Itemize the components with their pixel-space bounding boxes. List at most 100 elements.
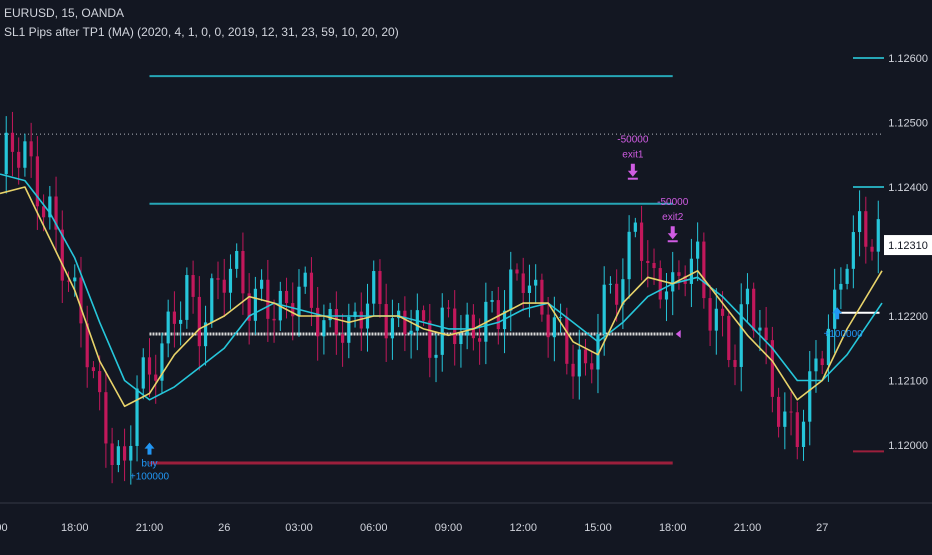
- exit-tick-icon: [675, 330, 681, 339]
- candle-body: [390, 318, 395, 339]
- buy-qty: +100000: [130, 472, 170, 483]
- candle-body: [558, 316, 563, 318]
- candle-body: [166, 311, 170, 344]
- candle-body: [203, 322, 208, 347]
- x-tick-label: 09:00: [435, 522, 463, 534]
- candle-body: [378, 271, 382, 305]
- candle-body: [172, 311, 177, 324]
- candle-body: [777, 396, 781, 427]
- ma-slow-line: [0, 173, 883, 401]
- candle-body: [608, 283, 613, 285]
- indicator-legend[interactable]: SL1 Pips after TP1 (MA) (2020, 4, 1, 0, …: [4, 25, 399, 39]
- candle-body: [739, 304, 743, 367]
- x-tick-label: 18:00: [659, 522, 687, 534]
- exit-arrow-icon: [667, 226, 678, 240]
- candle-body: [303, 272, 307, 287]
- candle-body: [73, 277, 77, 282]
- exit-qty: -50000: [657, 197, 689, 208]
- candle-body: [596, 334, 600, 370]
- candle-body: [359, 311, 363, 329]
- candle-body: [284, 290, 289, 304]
- candle-body: [17, 151, 21, 168]
- candle-body: [129, 445, 133, 461]
- candle-body: [764, 327, 768, 341]
- candle-body: [714, 308, 718, 331]
- candle-body: [66, 280, 71, 282]
- candle-body: [91, 367, 96, 372]
- x-tick-label: 03:00: [285, 522, 313, 534]
- candle-body: [228, 268, 233, 293]
- candle-body: [247, 293, 251, 321]
- candle-body: [179, 319, 183, 324]
- candle-body: [60, 229, 64, 281]
- candle-body: [384, 304, 388, 339]
- exit-bar: [667, 240, 678, 243]
- candle-body: [316, 307, 320, 337]
- candle-body: [696, 241, 700, 259]
- candle-body: [35, 156, 39, 207]
- axes: :00 18:00 21:00 26 03:00 06:00 09:00 12:00 15:00…: [0, 53, 932, 534]
- buy-qty: +100000: [824, 329, 864, 340]
- candle-body: [720, 308, 725, 316]
- candle-body: [4, 132, 8, 175]
- candle-body: [85, 323, 89, 368]
- symbol-title[interactable]: EURUSD, 15, OANDA: [4, 6, 125, 20]
- exit-label: exit1: [622, 150, 644, 161]
- ma-fast-line: [0, 186, 883, 408]
- candle-body: [857, 211, 862, 233]
- x-tick-label: 06:00: [360, 522, 388, 534]
- candle-body: [10, 132, 15, 152]
- candle-body: [160, 343, 164, 381]
- candle-body: [465, 314, 469, 336]
- candle-body: [241, 250, 245, 294]
- candle-body: [122, 446, 127, 461]
- candle-body: [446, 307, 451, 309]
- candle-body: [48, 196, 52, 218]
- candle-body: [272, 318, 276, 321]
- candle-body: [527, 285, 532, 293]
- candle-body: [577, 349, 581, 377]
- buy-label: buy: [141, 459, 157, 470]
- candle-body: [372, 271, 376, 304]
- candle-body: [309, 272, 314, 308]
- candle-body: [770, 340, 774, 397]
- candle-body: [671, 272, 675, 292]
- candle-body: [297, 286, 301, 317]
- candle-body: [540, 279, 544, 315]
- candle-body: [191, 275, 195, 297]
- candle-body: [727, 315, 731, 361]
- candle-body: [758, 327, 762, 331]
- exit-bar: [627, 177, 638, 180]
- exit-arrow-icon: [627, 163, 638, 177]
- y-tick-label: 1.12200: [888, 311, 928, 323]
- candle-body: [210, 278, 214, 323]
- candle-body: [639, 222, 644, 261]
- y-tick-label: 1.12100: [888, 375, 928, 387]
- candle-body: [552, 317, 556, 338]
- candle-body: [104, 392, 108, 444]
- candle-body: [403, 310, 407, 335]
- candle-body: [421, 310, 426, 321]
- candle-body: [801, 421, 806, 448]
- candle-body: [116, 446, 120, 466]
- candle-body: [658, 268, 662, 300]
- candle-body: [42, 206, 46, 218]
- candle-body: [565, 316, 569, 364]
- candle-body: [733, 360, 737, 367]
- candle-body: [583, 349, 588, 364]
- x-tick-label: 12:00: [509, 522, 537, 534]
- exit-qty: -50000: [617, 135, 649, 146]
- candle-body: [702, 241, 706, 299]
- candle-body: [334, 308, 338, 335]
- candle-body: [397, 310, 401, 319]
- candle-body: [347, 316, 351, 343]
- candle-body: [459, 335, 463, 345]
- candle-body: [147, 357, 152, 375]
- candle-body: [851, 232, 855, 269]
- candle-body: [29, 141, 33, 157]
- y-tick-label: 1.12400: [888, 182, 928, 194]
- buy-arrow-icon: [832, 307, 843, 320]
